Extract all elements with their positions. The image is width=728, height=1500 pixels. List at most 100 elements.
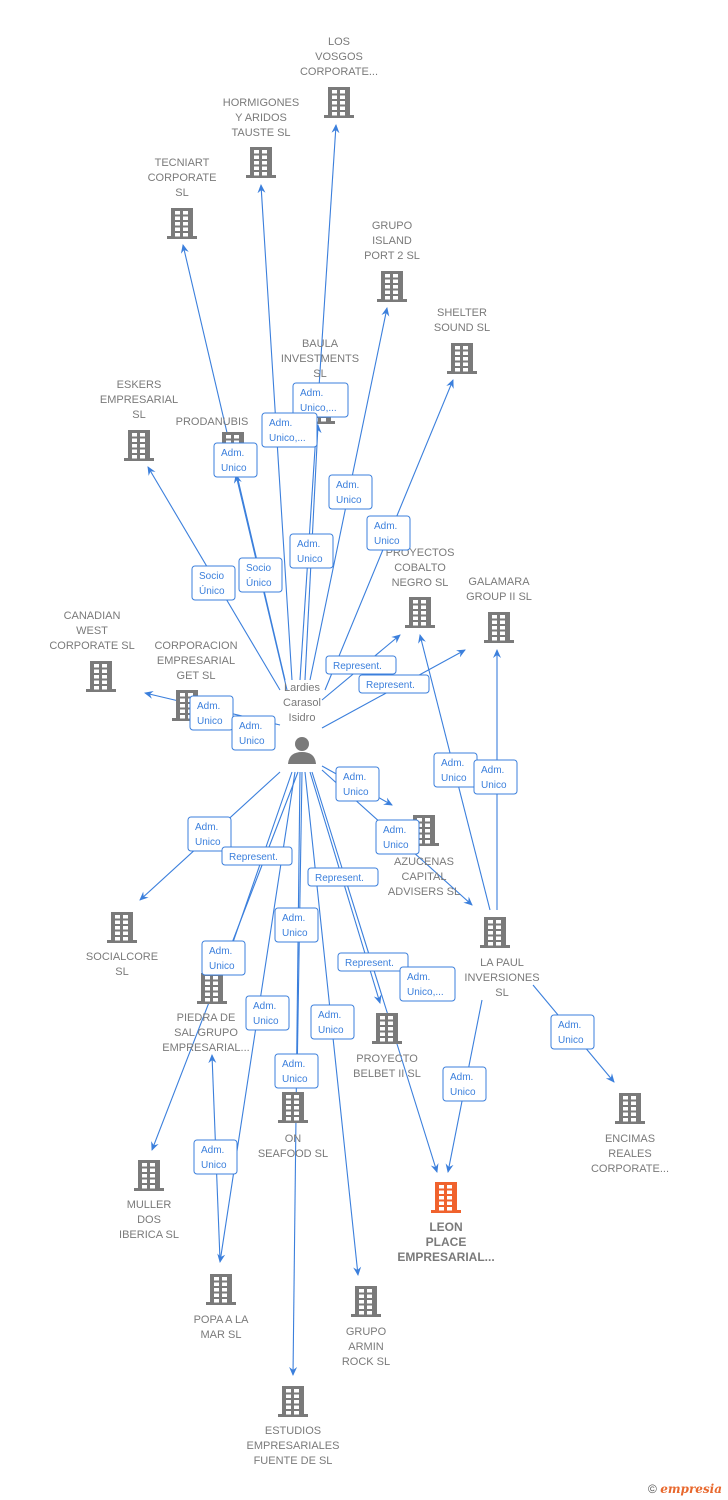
edge-label[interactable]: Adm. Unico: [433, 752, 478, 788]
edge-label-text: Represent.: [366, 680, 415, 691]
building-icon: [167, 208, 197, 239]
node-muller[interactable]: MULLER DOS IBERICA SL: [119, 1160, 179, 1241]
node-label: SL: [495, 987, 508, 999]
building-icon: [480, 917, 510, 948]
edge-label[interactable]: Adm. Unico: [335, 766, 380, 802]
edge-label[interactable]: Adm. Unico: [274, 1053, 319, 1089]
node-label: REALES: [608, 1148, 651, 1160]
building-icon: [246, 147, 276, 178]
node-label: PRODANUBIS: [176, 416, 249, 428]
edge-label-text: Adm.: [201, 1145, 224, 1156]
node-encimas[interactable]: ENCIMAS REALES CORPORATE...: [591, 1093, 669, 1175]
node-hormigones[interactable]: HORMIGONES Y ARIDOS TAUSTE SL: [223, 97, 299, 178]
node-on-seafood[interactable]: ON SEAFOOD SL: [258, 1092, 328, 1160]
edge-label[interactable]: Adm. Unico: [550, 1014, 595, 1050]
building-icon: [278, 1092, 308, 1123]
node-label: CORPORATE SL: [49, 640, 134, 652]
edge-label-text: Unico: [197, 716, 223, 727]
edge-label[interactable]: Socio Único: [238, 557, 283, 593]
edge-label[interactable]: Socio Único: [191, 565, 236, 601]
building-icon: [484, 612, 514, 643]
building-icon: [615, 1093, 645, 1124]
edge-label[interactable]: Adm. Unico: [366, 515, 411, 551]
edge-label[interactable]: Adm. Unico,...: [292, 382, 349, 418]
edge-label[interactable]: Adm. Unico,...: [399, 966, 456, 1002]
edge-label[interactable]: Adm. Unico: [375, 819, 420, 855]
edge-label[interactable]: Adm. Unico: [189, 695, 234, 731]
node-canadian[interactable]: CANADIAN WEST CORPORATE SL: [49, 610, 135, 692]
edge-label[interactable]: Adm. Unico: [187, 816, 232, 852]
edge-label-text: Adm.: [297, 539, 320, 550]
node-label: SOUND SL: [434, 322, 490, 334]
edge-label[interactable]: Represent.: [325, 655, 397, 675]
edge-label[interactable]: Adm. Unico: [310, 1004, 355, 1040]
edge-label[interactable]: Adm. Unico: [473, 759, 518, 795]
node-label: MULLER: [127, 1199, 172, 1211]
node-label: HORMIGONES: [223, 97, 299, 109]
node-eskers[interactable]: ESKERS EMPRESARIAL SL: [100, 379, 178, 461]
edge-label-text: Adm.: [481, 765, 504, 776]
edge-label-text: Unico: [221, 463, 247, 474]
node-la-paul[interactable]: LA PAUL INVERSIONES SL: [464, 917, 540, 999]
node-person[interactable]: Lardies Carasol Isidro: [283, 682, 321, 764]
edge-label[interactable]: Adm. Unico,...: [261, 412, 318, 448]
node-tecniart[interactable]: TECNIART CORPORATE SL: [148, 157, 217, 239]
edge-label-text: Adm.: [282, 1059, 305, 1070]
node-los-vosgos[interactable]: LOS VOSGOS CORPORATE...: [300, 36, 378, 118]
edge-label[interactable]: Represent.: [307, 867, 379, 887]
edge-label[interactable]: Adm. Unico: [231, 715, 276, 751]
edge-label[interactable]: Represent.: [358, 674, 430, 694]
node-leon[interactable]: LEONPLACEEMPRESARIAL...: [397, 1182, 495, 1264]
node-belbet[interactable]: PROYECTO BELBET II SL: [353, 1013, 421, 1080]
edge-label-text: Unico: [282, 1074, 308, 1085]
node-estudios[interactable]: ESTUDIOS EMPRESARIALES FUENTE DE SL: [247, 1386, 340, 1467]
brand-logo[interactable]: empresia: [660, 1482, 722, 1496]
edge-label-text: Unico: [318, 1025, 344, 1036]
edge-label[interactable]: Adm. Unico: [201, 940, 246, 976]
node-label: CANADIAN: [64, 610, 121, 622]
edge-label[interactable]: Adm. Unico: [245, 995, 290, 1031]
edge-label-text: Unico: [336, 495, 362, 506]
edge-label[interactable]: Adm. Unico: [274, 907, 319, 943]
node-label: AZUCENAS: [394, 856, 454, 868]
node-label: VOSGOS: [315, 51, 363, 63]
node-label: Y ARIDOS: [235, 112, 287, 124]
node-label: CORPORACION: [154, 640, 237, 652]
edge-label[interactable]: Adm. Unico: [328, 474, 373, 510]
edge-label-text: Adm.: [269, 418, 292, 429]
edge-label[interactable]: Adm. Unico: [213, 442, 258, 478]
edge-label-text: Represent.: [333, 661, 382, 672]
building-icon: [278, 1386, 308, 1417]
node-label: ROCK SL: [342, 1356, 390, 1368]
node-galamara[interactable]: GALAMARA GROUP II SL: [466, 576, 532, 643]
node-label: ESKERS: [117, 379, 162, 391]
node-label: CAPITAL: [401, 871, 446, 883]
node-popa[interactable]: POPA A LA MAR SL: [194, 1274, 249, 1341]
node-label: TAUSTE SL: [231, 127, 290, 139]
node-shelter[interactable]: SHELTER SOUND SL: [434, 307, 490, 374]
node-label: Carasol: [283, 697, 321, 709]
edge-label[interactable]: Adm. Unico: [289, 533, 334, 569]
node-grupo-armin[interactable]: GRUPO ARMIN ROCK SL: [342, 1286, 390, 1368]
node-label: EMPRESARIAL: [100, 394, 178, 406]
brand-footer: © empresia: [648, 1482, 722, 1496]
node-label: COBALTO: [394, 562, 446, 574]
node-label: DOS: [137, 1214, 161, 1226]
edge-label-text: Unico: [383, 840, 409, 851]
edge-label[interactable]: Represent.: [337, 952, 409, 972]
node-grupo-island[interactable]: GRUPO ISLAND PORT 2 SL: [364, 220, 420, 302]
edge-label[interactable]: Represent.: [221, 846, 293, 866]
node-socialcore[interactable]: SOCIALCORE SL: [86, 912, 158, 978]
edge-label[interactable]: Adm. Unico: [442, 1066, 487, 1102]
node-label: ESTUDIOS: [265, 1425, 321, 1437]
node-label: EMPRESARIAL...: [162, 1042, 249, 1054]
node-label: EMPRESARIAL: [157, 655, 235, 667]
edge-label-text: Unico: [282, 928, 308, 939]
edge-label-text: Unico: [558, 1035, 584, 1046]
edge-label-text: Adm.: [558, 1020, 581, 1031]
node-piedra[interactable]: PIEDRA DE SAL GRUPO EMPRESARIAL...: [162, 973, 250, 1054]
building-icon: [351, 1286, 381, 1317]
edge-label-text: Socio: [199, 571, 224, 582]
edge-label[interactable]: Adm. Unico: [193, 1139, 238, 1175]
